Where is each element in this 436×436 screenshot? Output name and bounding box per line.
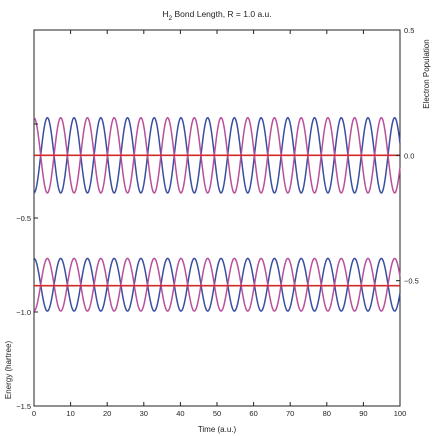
chart-title: H2 Bond Length, R = 1.0 a.u. bbox=[162, 9, 271, 22]
y-tick-label-left: −1.0 bbox=[16, 308, 31, 317]
y-tick-label-right: 0.5 bbox=[404, 26, 414, 35]
series-upper-magenta-oscillation bbox=[33, 116, 401, 194]
series-upper-blue-oscillation bbox=[33, 116, 401, 194]
y-tick-label-right: 0.0 bbox=[404, 151, 414, 160]
x-tick-label: 10 bbox=[66, 409, 74, 418]
x-tick-label: 20 bbox=[103, 409, 111, 418]
plot-frame bbox=[33, 29, 401, 407]
y-axis-label-right: Electron Population bbox=[422, 39, 431, 108]
y-tick-label-left: −1.5 bbox=[16, 402, 31, 411]
x-tick-label: 70 bbox=[286, 409, 294, 418]
y-tick-label-left: −0.5 bbox=[16, 214, 31, 223]
x-tick-label: 60 bbox=[249, 409, 257, 418]
x-tick-label: 100 bbox=[394, 409, 407, 418]
series-lower-magenta-oscillation bbox=[33, 257, 401, 312]
series-layer bbox=[33, 116, 401, 312]
y-axis-label-left: Energy (hartree) bbox=[4, 341, 13, 400]
x-tick-label: 30 bbox=[140, 409, 148, 418]
x-tick-label: 40 bbox=[176, 409, 184, 418]
series-lower-blue-oscillation bbox=[33, 257, 401, 312]
x-tick-label: 80 bbox=[323, 409, 331, 418]
x-axis-label: Time (a.u.) bbox=[198, 425, 237, 434]
tick-layer: 0 10 20 30 40 50 60 70 80 90 100 −1.5 −1.0 −0.5 0.5 0.0… bbox=[16, 26, 419, 418]
x-tick-label: 50 bbox=[213, 409, 221, 418]
x-tick-label: 0 bbox=[32, 409, 36, 418]
x-tick-label: 90 bbox=[359, 409, 367, 418]
y-tick-label-right: −0.5 bbox=[404, 277, 419, 286]
